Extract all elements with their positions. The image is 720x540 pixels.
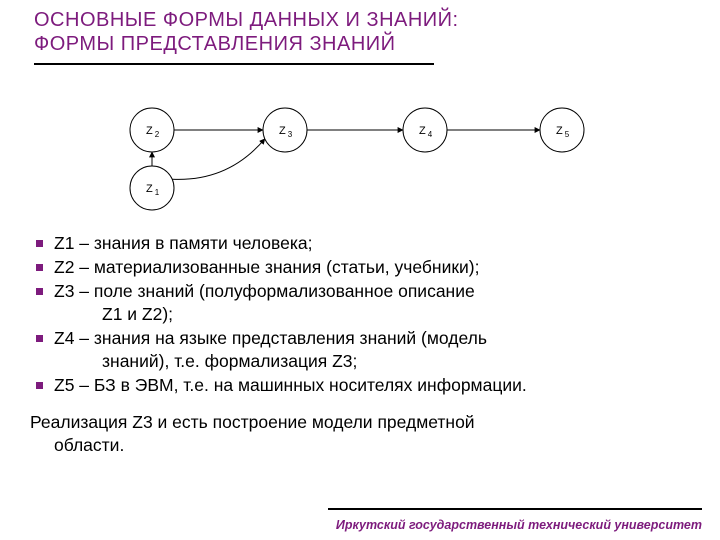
- bullet-marker-icon: [36, 382, 43, 389]
- definition-list: Z1 – знания в памяти человека;Z2 – матер…: [30, 232, 690, 457]
- slide: ОСНОВНЫЕ ФОРМЫ ДАННЫХ И ЗНАНИЙ: ФОРМЫ ПР…: [0, 0, 720, 540]
- node-z5: Z5: [540, 108, 584, 152]
- bullet-item: Z4 – знания на языке представления знани…: [30, 327, 690, 373]
- bullet-item: Z2 – материализованные знания (статьи, у…: [30, 256, 690, 279]
- bullet-line: Z5 – БЗ в ЭВМ, т.е. на машинных носителя…: [54, 374, 690, 397]
- bullet-line: Z1 – знания в памяти человека;: [54, 232, 690, 255]
- node-z4: Z4: [403, 108, 447, 152]
- bullet-item: Z3 – поле знаний (полуформализованное оп…: [30, 280, 690, 326]
- edges: [152, 130, 540, 179]
- closing-text: Реализация Z3 и есть построение модели п…: [30, 411, 690, 457]
- bullet-marker-icon: [36, 288, 43, 295]
- bullet-line: Z2 – материализованные знания (статьи, у…: [54, 256, 690, 279]
- footer-text: Иркутский государственный технический ун…: [336, 518, 702, 532]
- bullet-item: Z1 – знания в памяти человека;: [30, 232, 690, 255]
- knowledge-flow-diagram: Z2 Z3 Z4 Z5 Z1: [80, 100, 640, 220]
- bullet-line: Z3 – поле знаний (полуформализованное оп…: [54, 280, 690, 303]
- bullet-line: Z1 и Z2);: [54, 303, 690, 326]
- edge-z1-z3: [172, 139, 265, 180]
- node-z2: Z2: [130, 108, 174, 152]
- slide-title: ОСНОВНЫЕ ФОРМЫ ДАННЫХ И ЗНАНИЙ: ФОРМЫ ПР…: [34, 8, 674, 56]
- node-z3: Z3: [263, 108, 307, 152]
- nodes: Z2 Z3 Z4 Z5 Z1: [130, 108, 584, 210]
- bullet-marker-icon: [36, 240, 43, 247]
- bullet-item: Z5 – БЗ в ЭВМ, т.е. на машинных носителя…: [30, 374, 690, 397]
- title-line-2: ФОРМЫ ПРЕДСТАВЛЕНИЯ ЗНАНИЙ: [34, 32, 674, 56]
- footer-rule: [328, 508, 702, 510]
- closing-line-1: Реализация Z3 и есть построение модели п…: [30, 411, 690, 434]
- bullet-line: Z4 – знания на языке представления знани…: [54, 327, 690, 350]
- bullet-marker-icon: [36, 264, 43, 271]
- title-underline: [34, 63, 434, 65]
- closing-line-2: области.: [30, 434, 690, 457]
- bullet-marker-icon: [36, 335, 43, 342]
- bullet-line: знаний), т.е. формализация Z3;: [54, 350, 690, 373]
- title-line-1: ОСНОВНЫЕ ФОРМЫ ДАННЫХ И ЗНАНИЙ:: [34, 8, 674, 32]
- node-z1: Z1: [130, 166, 174, 210]
